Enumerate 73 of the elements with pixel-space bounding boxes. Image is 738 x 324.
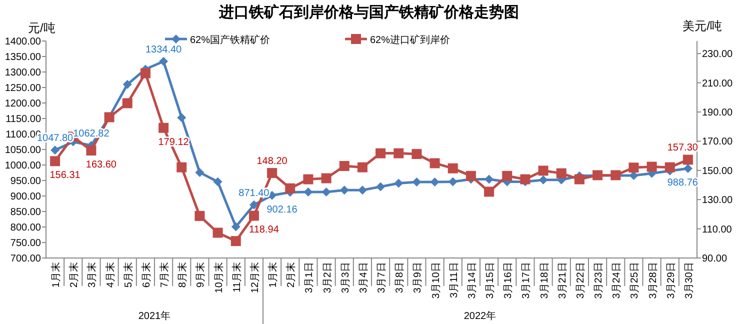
x-tick-label: 3月1日: [304, 262, 316, 294]
text: 2022年: [464, 310, 496, 322]
x-tick-label: 3月28日: [648, 262, 659, 299]
y2-tick-label: 110.00: [702, 224, 732, 236]
x-tick-label: 5月末: [122, 262, 134, 288]
x-tick-label: 3月18日: [539, 262, 550, 299]
x-tick-label: 9月末: [194, 262, 207, 288]
x-tick-label: 3月14日: [466, 262, 478, 299]
y-tick-label: 950.00: [10, 176, 42, 187]
y-tick-label: 1350.00: [4, 52, 42, 63]
y-tick-label: 1050.00: [4, 145, 42, 156]
x-tick-label: 3月2日: [322, 262, 334, 294]
x-tick-label: 3月10日: [430, 262, 442, 299]
data-label: 163.60: [86, 160, 117, 171]
text: 2021年: [138, 310, 171, 322]
x-tick-label: 3月21日: [557, 262, 568, 299]
data-label: 118.94: [249, 224, 280, 236]
y-tick-label: 1200.00: [4, 98, 42, 110]
y-axis-title: 元/吨: [28, 21, 56, 35]
data-label: 157.30: [667, 142, 698, 154]
y2-axis-title: 美元/吨: [682, 19, 722, 33]
x-tick-label: 3月末: [86, 262, 98, 288]
x-tick-label: 3月16日: [503, 262, 514, 299]
x-tick-label: 3月7日: [376, 262, 388, 294]
y-tick-label: 1150.00: [6, 114, 42, 125]
x-tick-label: 12月末: [248, 262, 261, 294]
x-tick-label: 3月4日: [358, 262, 370, 294]
y2-tick-label: 90.00: [702, 254, 728, 264]
x-tick-label: 3月9日: [412, 262, 424, 294]
chart-title: 进口铁矿石到岸价格与国产铁精矿价格走势图: [218, 3, 519, 21]
y2-tick-label: 130.00: [702, 195, 734, 206]
data-label: 902.16: [266, 204, 298, 216]
x-tick-label: 3月24日: [612, 262, 623, 299]
x-tick-label: 8月末: [176, 262, 189, 288]
y-tick-label: 1300.00: [4, 68, 42, 78]
x-tick-label: 2月末: [285, 262, 298, 288]
x-tick-label: 3月17日: [521, 262, 532, 299]
y-tick-label: 1250.00: [4, 83, 42, 94]
x-tick-label: 6月末: [140, 262, 152, 288]
x-tick-label: 1月末: [267, 262, 280, 288]
data-label: 988.76: [667, 177, 698, 188]
x-tick-label: 3月22日: [575, 262, 586, 299]
x-tick-label: 3月11日: [448, 262, 460, 298]
y2-tick-label: 210.00: [702, 78, 734, 90]
y2-tick-label: 230.00: [702, 49, 734, 60]
x-tick-label: 2月末: [68, 262, 80, 288]
y-tick-label: 850.00: [10, 207, 42, 218]
y-tick-label: 700.00: [10, 254, 42, 264]
x-tick-label: 4月末: [104, 262, 116, 288]
x-tick-label: 3月25日: [630, 262, 641, 299]
legend-label: 62%国产铁精矿价: [190, 34, 270, 46]
legend-label: 62%进口矿到岸价: [370, 34, 450, 46]
x-tick-label: 3月29日: [666, 262, 677, 299]
y2-tick-label: 190.00: [702, 107, 734, 118]
x-tick-label: 3月3日: [340, 262, 352, 294]
x-tick-label: 11月末: [230, 262, 243, 292]
y-tick-label: 750.00: [10, 238, 42, 249]
y-tick-label: 1000.00: [4, 160, 42, 172]
x-tick-label: 3月15日: [485, 262, 496, 299]
x-tick-label: 10月末: [212, 262, 225, 294]
data-label: 1334.40: [145, 44, 182, 56]
x-tick-label: 3月8日: [394, 262, 406, 294]
data-label: 156.31: [50, 170, 81, 182]
data-label: 148.20: [256, 156, 288, 168]
y-tick-label: 900.00: [10, 192, 42, 202]
y-tick-label: 1400.00: [4, 36, 42, 48]
x-tick-label: 7月末: [158, 262, 171, 288]
x-tick-label: 3月23日: [594, 262, 605, 299]
y2-tick-label: 150.00: [702, 166, 734, 177]
x-tick-label: 1月末: [50, 262, 62, 288]
y-tick-label: 800.00: [10, 222, 42, 234]
y2-tick-label: 170.00: [702, 136, 734, 148]
x-tick-label: 3月30日: [684, 262, 695, 299]
